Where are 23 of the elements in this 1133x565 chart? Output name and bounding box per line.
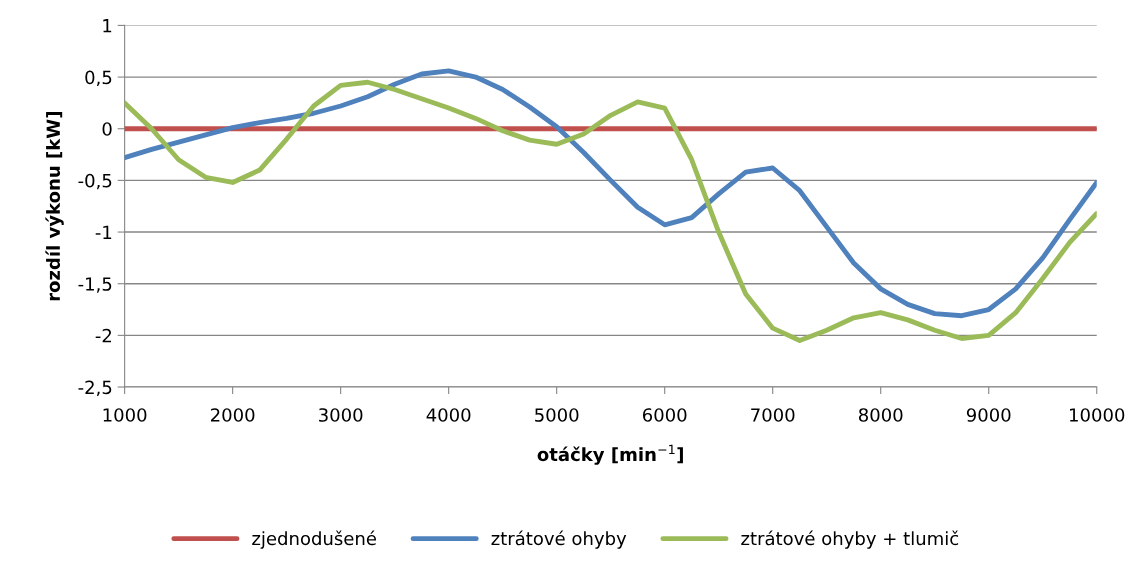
y-tick-label: -2,5 [78, 380, 112, 396]
y-tick-label: -1 [95, 225, 112, 239]
x-tick-label: 8000 [858, 408, 903, 422]
legend-label: ztrátové ohyby + tlumič [741, 530, 959, 549]
x-axis-title: otáčky [min$^{−1}$] [537, 444, 683, 465]
x-tick-label: 7000 [751, 408, 795, 422]
legend-label: zjednodušené [252, 530, 376, 549]
x-tick-label: 9000 [966, 408, 1011, 422]
x-tick-label: 5000 [535, 408, 579, 422]
y-tick-label: -1,5 [78, 277, 112, 293]
y-tick-label: 1 [103, 19, 112, 33]
y-tick-label: 0,5 [85, 70, 112, 87]
y-tick-label: 0 [102, 122, 112, 136]
legend-label: ztrátové ohyby [491, 530, 627, 549]
y-axis-title: rozdíl výkonu [kW] [45, 112, 64, 301]
y-tick-label: -2 [95, 328, 112, 343]
x-tick-label: 1000 [103, 408, 147, 422]
x-tick-label: 6000 [642, 408, 687, 422]
x-tick-label: 3000 [319, 408, 363, 422]
x-tick-label: 2000 [210, 408, 255, 422]
x-tick-label: 10000 [1070, 408, 1125, 422]
y-tick-label: -0,5 [78, 173, 112, 190]
x-tick-label: 4000 [426, 408, 471, 422]
